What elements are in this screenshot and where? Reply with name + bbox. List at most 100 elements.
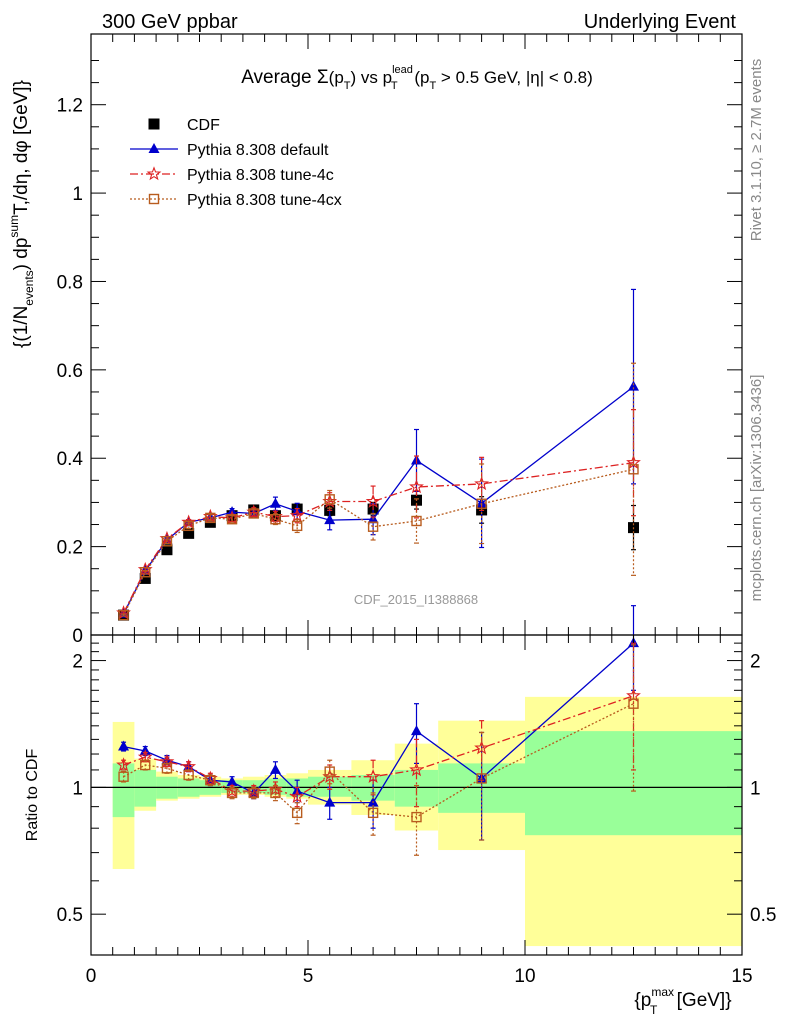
ratio-point-1-7	[268, 781, 283, 796]
main-y-tick-label: 1.2	[57, 96, 83, 117]
legend-entry-1: Pythia 8.308 default	[130, 142, 329, 159]
main-y-tick-label: 0.8	[57, 272, 83, 293]
legend-entry-3: Pythia 8.308 tune-4cx	[130, 192, 342, 209]
main-point-3-12	[476, 498, 487, 509]
ratio-point-2-2	[161, 763, 173, 774]
legend-marker-3	[148, 193, 160, 205]
main-point-1-13	[628, 380, 639, 391]
ratio-point-0-11	[411, 725, 422, 736]
ratio-line-1	[123, 695, 634, 798]
main-y-tick-label: 0.2	[57, 538, 83, 559]
legend-label-2: Pythia 8.308 tune-4c	[187, 167, 334, 184]
main-point-3-2	[161, 536, 173, 547]
ratio-point-2-1	[140, 759, 151, 771]
main-point-3-7	[270, 514, 281, 525]
ratio-y-tick-label: 0.5	[57, 905, 83, 926]
x-tick-label: 10	[514, 966, 535, 987]
ratio-point-2-6	[248, 787, 259, 799]
x-tick-label: 5	[303, 966, 314, 987]
main-point-3-13	[628, 464, 639, 475]
main-line-2	[123, 462, 634, 614]
ratio-point-2-4	[205, 774, 216, 786]
main-series-1	[118, 288, 639, 618]
legend-marker-0	[148, 118, 160, 130]
ratio-y-tick-label: 2	[72, 652, 83, 673]
ratio-line-2	[123, 703, 634, 818]
ratio-point-2-10	[367, 807, 379, 819]
ratio-point-0-7	[269, 763, 281, 774]
ratio-point-2-5	[226, 787, 238, 799]
ratio-point-0-0	[118, 740, 130, 751]
main-point-0-3	[183, 527, 195, 539]
ratio-y-axis-label: Ratio to CDF	[24, 749, 41, 842]
main-plot: 0 0.2 0.4 0.6 0.8 1 1.2	[57, 33, 743, 647]
x-tick-label: 15	[731, 966, 752, 987]
main-title: Average Σ(pT) vs plead T (pT > 0.5 GeV, |…	[241, 64, 593, 92]
ratio-point-1-10	[365, 768, 381, 784]
legend-marker-2	[146, 166, 162, 181]
main-y-tick-label: 0.4	[57, 449, 84, 470]
ratio-point-2-13	[628, 698, 639, 709]
main-point-3-8	[291, 520, 303, 532]
ratio-point-2-8	[291, 807, 303, 819]
mcplots-label: mcplots.cern.ch [arXiv:1306.3436]	[748, 375, 765, 602]
x-tick-label: 0	[86, 966, 97, 987]
ratio-point-0-9	[324, 796, 336, 807]
main-point-3-3	[183, 520, 194, 532]
main-y-tick-label: 0.6	[57, 361, 83, 382]
ratio-plot: 0.5 0.5 1 1 2 2 0 5 10 15	[57, 605, 776, 987]
ratio-inner-band	[525, 731, 742, 836]
ratio-point-1-12	[474, 740, 490, 755]
header-left: 300 GeV ppbar	[102, 11, 238, 33]
rivet-label: Rivet 3.1.10, ≥ 2.7M events	[748, 59, 765, 242]
ratio-point-2-12	[476, 773, 487, 784]
ratio-point-2-7	[270, 787, 281, 799]
legend-entry-2: Pythia 8.308 tune-4c	[130, 166, 334, 184]
ratio-point-2-3	[183, 769, 194, 781]
legend: CDF Pythia 8.308 default Pythia 8.308 tune…	[130, 117, 342, 209]
main-point-1-9	[324, 514, 336, 525]
ratio-y-tick-label-right: 0.5	[750, 905, 776, 926]
legend-marker-1	[148, 143, 160, 153]
ratio-point-2-0	[118, 771, 129, 782]
ratio-inner-band	[134, 769, 157, 807]
main-point-2-10	[365, 493, 381, 508]
ratio-point-1-3	[181, 758, 197, 773]
ratio-series-2	[118, 644, 639, 856]
main-point-3-6	[248, 508, 259, 519]
legend-label-1: Pythia 8.308 default	[187, 142, 329, 159]
ratio-point-2-9	[324, 766, 335, 777]
ratio-point-1-0	[116, 757, 131, 772]
y-axis-label: {(1/Nevents) dpsumT,/dη, dφ [GeV]}	[7, 80, 36, 348]
analysis-watermark: CDF_2015_I1388868	[354, 592, 478, 607]
header-right: Underlying Event	[584, 11, 737, 33]
main-point-2-12	[474, 476, 489, 491]
main-point-3-10	[367, 521, 379, 532]
main-point-1-7	[269, 497, 281, 508]
main-series-3	[118, 362, 639, 621]
main-point-3-5	[226, 514, 238, 525]
main-point-3-0	[118, 609, 129, 621]
ratio-point-0-5	[226, 775, 238, 786]
main-y-tick-label: 1	[72, 184, 83, 205]
ratio-point-1-8	[289, 788, 305, 804]
legend-label-3: Pythia 8.308 tune-4cx	[187, 192, 342, 209]
ratio-point-2-11	[411, 811, 422, 823]
main-point-0-2	[161, 544, 173, 556]
main-y-tick-label: 0	[72, 626, 83, 647]
ratio-y-tick-label-right: 1	[750, 778, 761, 799]
x-axis-label: {pmax T [GeV]}	[634, 985, 731, 1017]
main-point-2-8	[289, 507, 305, 522]
legend-entry-0: CDF	[148, 117, 220, 134]
main-point-3-11	[411, 515, 422, 527]
legend-label-0: CDF	[187, 117, 220, 134]
main-point-3-4	[205, 512, 216, 524]
ratio-inner-band	[112, 763, 135, 818]
ratio-point-1-11	[409, 762, 424, 777]
ratio-y-tick-label: 1	[72, 778, 83, 799]
ratio-y-tick-label-right: 2	[750, 652, 761, 673]
main-point-3-1	[140, 567, 151, 578]
main-point-2-11	[409, 479, 424, 494]
main-point-3-9	[324, 494, 335, 505]
